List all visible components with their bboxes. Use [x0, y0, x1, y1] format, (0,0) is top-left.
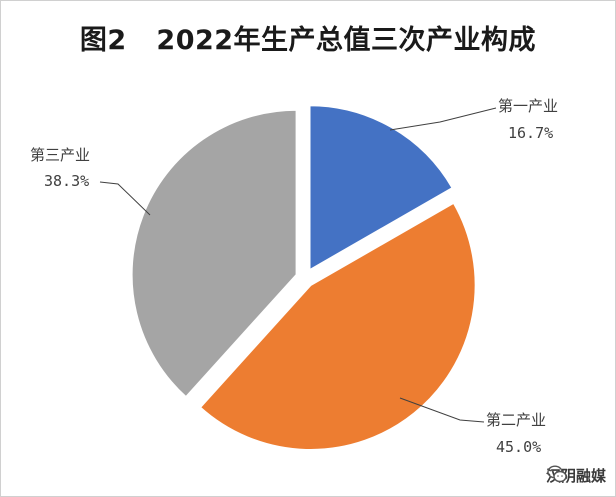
pie-slice-1: [308, 104, 454, 272]
slice-value-label: 38.3%: [44, 172, 89, 190]
chart-title: 图2 2022年生产总值三次产业构成: [79, 25, 537, 56]
watermark: 汉阴融媒: [546, 463, 606, 487]
slice-value-label: 16.7%: [508, 124, 553, 142]
leader-line-2: [399, 397, 485, 423]
pie-slice-3: [130, 108, 298, 399]
slice-category-label: 第一产业: [498, 97, 558, 115]
leader-line-3: [99, 181, 151, 216]
slice-category-label: 第二产业: [486, 411, 546, 429]
slice-value-label: 45.0%: [496, 438, 541, 456]
slice-category-label: 第三产业: [30, 146, 90, 164]
leader-line-1: [389, 107, 497, 131]
wechat-icon: [547, 465, 567, 483]
pie-slice-2: [198, 201, 477, 451]
